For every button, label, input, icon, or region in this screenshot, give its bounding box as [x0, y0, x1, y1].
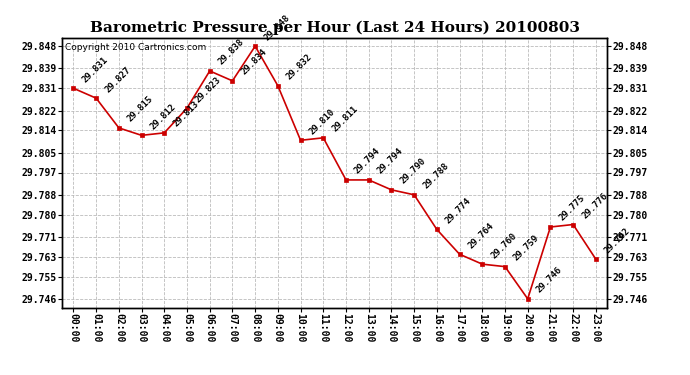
- Text: 29.832: 29.832: [285, 53, 314, 82]
- Text: 29.790: 29.790: [398, 156, 428, 186]
- Text: 29.760: 29.760: [489, 231, 518, 260]
- Text: 29.823: 29.823: [194, 75, 223, 104]
- Text: 29.764: 29.764: [466, 221, 495, 250]
- Text: 29.811: 29.811: [331, 105, 359, 134]
- Text: 29.776: 29.776: [580, 191, 609, 220]
- Text: 29.848: 29.848: [262, 13, 291, 42]
- Text: 29.813: 29.813: [171, 99, 200, 129]
- Text: 29.815: 29.815: [126, 94, 155, 124]
- Text: 29.831: 29.831: [81, 55, 110, 84]
- Text: 29.759: 29.759: [512, 233, 541, 262]
- Title: Barometric Pressure per Hour (Last 24 Hours) 20100803: Barometric Pressure per Hour (Last 24 Ho…: [90, 21, 580, 35]
- Text: 29.794: 29.794: [375, 147, 405, 176]
- Text: 29.794: 29.794: [353, 147, 382, 176]
- Text: 29.774: 29.774: [444, 196, 473, 225]
- Text: 29.775: 29.775: [558, 194, 586, 223]
- Text: Copyright 2010 Cartronics.com: Copyright 2010 Cartronics.com: [65, 43, 206, 52]
- Text: 29.834: 29.834: [239, 48, 268, 76]
- Text: 29.838: 29.838: [217, 38, 246, 67]
- Text: 29.762: 29.762: [603, 226, 632, 255]
- Text: 29.746: 29.746: [535, 266, 564, 295]
- Text: 29.812: 29.812: [148, 102, 178, 131]
- Text: 29.810: 29.810: [308, 107, 337, 136]
- Text: 29.827: 29.827: [103, 65, 132, 94]
- Text: 29.788: 29.788: [421, 162, 451, 190]
